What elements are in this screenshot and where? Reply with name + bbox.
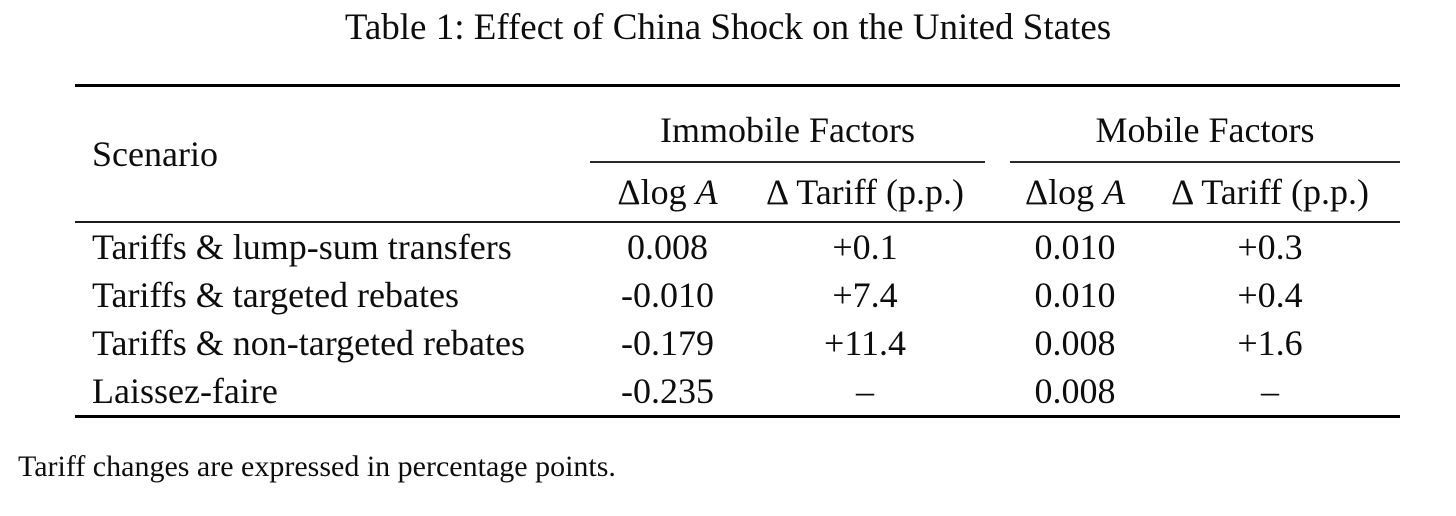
cell-mobile-dtariff: +1.6 [1237, 323, 1303, 363]
table-row: Laissez-faire -0.235 – 0.008 – [75, 367, 1400, 417]
table-caption: Table 1: Effect of China Shock on the Un… [344, 7, 1112, 48]
variable-A-label: A [695, 172, 718, 212]
scenario-cell: Tariffs & targeted rebates [92, 275, 459, 315]
table-row: Tariffs & non-targeted rebates -0.179 +1… [75, 319, 1400, 367]
cell-immobile-dlogA: -0.179 [621, 323, 714, 363]
subheader-row: Δlog A Δ Tariff (p.p.) Δlog A Δ Tariff (… [75, 162, 1401, 223]
group-gap [985, 162, 1011, 223]
subheader-mobile-dtariff: Δ Tariff (p.p.) [1140, 162, 1401, 223]
cell-immobile-dtariff: +11.4 [824, 323, 906, 363]
group-gap [985, 271, 1010, 319]
scenario-cell: Laissez-faire [92, 371, 278, 411]
group-gap [985, 319, 1010, 367]
group-gap [985, 367, 1010, 417]
group-gap [985, 222, 1010, 271]
cell-mobile-dlogA: 0.008 [1034, 323, 1116, 363]
cell-immobile-dlogA: -0.010 [621, 275, 714, 315]
table-row: Tariffs & targeted rebates -0.010 +7.4 0… [75, 271, 1400, 319]
cell-mobile-dlogA: 0.010 [1034, 275, 1116, 315]
group-header-immobile-factors: Immobile Factors [590, 85, 986, 163]
subheader-mobile-dlogA: Δlog A [1010, 162, 1141, 223]
cell-immobile-dtariff: +7.4 [832, 275, 898, 315]
delta-log-label: Δlog [617, 172, 696, 212]
cell-immobile-dtariff: – [856, 371, 874, 411]
scenario-cell: Tariffs & non-targeted rebates [92, 323, 525, 363]
cell-immobile-dlogA: -0.235 [621, 371, 714, 411]
cell-immobile-dtariff: +0.1 [832, 227, 898, 267]
group-header-mobile-factors: Mobile Factors [1010, 85, 1401, 163]
table-footnote: Tariff changes are expressed in percenta… [18, 450, 616, 483]
cell-immobile-dlogA: 0.008 [627, 227, 708, 267]
group-gap [985, 86, 1010, 163]
subheader-immobile-dtariff: Δ Tariff (p.p.) [745, 162, 986, 223]
cell-mobile-dlogA: 0.008 [1034, 371, 1116, 411]
cell-mobile-dlogA: 0.010 [1034, 227, 1116, 267]
cell-mobile-dtariff: – [1261, 371, 1280, 411]
results-table: Scenario Immobile Factors Mobile Factors… [75, 84, 1401, 418]
delta-log-label: Δlog [1024, 172, 1104, 212]
scenario-cell: Tariffs & lump-sum transfers [92, 227, 512, 267]
cell-mobile-dtariff: +0.4 [1237, 275, 1303, 315]
variable-A-label: A [1103, 172, 1126, 212]
scenario-column-header: Scenario [75, 85, 590, 223]
subheader-immobile-dlogA: Δlog A [590, 162, 745, 223]
cell-mobile-dtariff: +0.3 [1237, 227, 1303, 267]
table-row: Tariffs & lump-sum transfers 0.008 +0.1 … [75, 222, 1400, 271]
group-header-row: Scenario Immobile Factors Mobile Factors [75, 85, 1401, 223]
